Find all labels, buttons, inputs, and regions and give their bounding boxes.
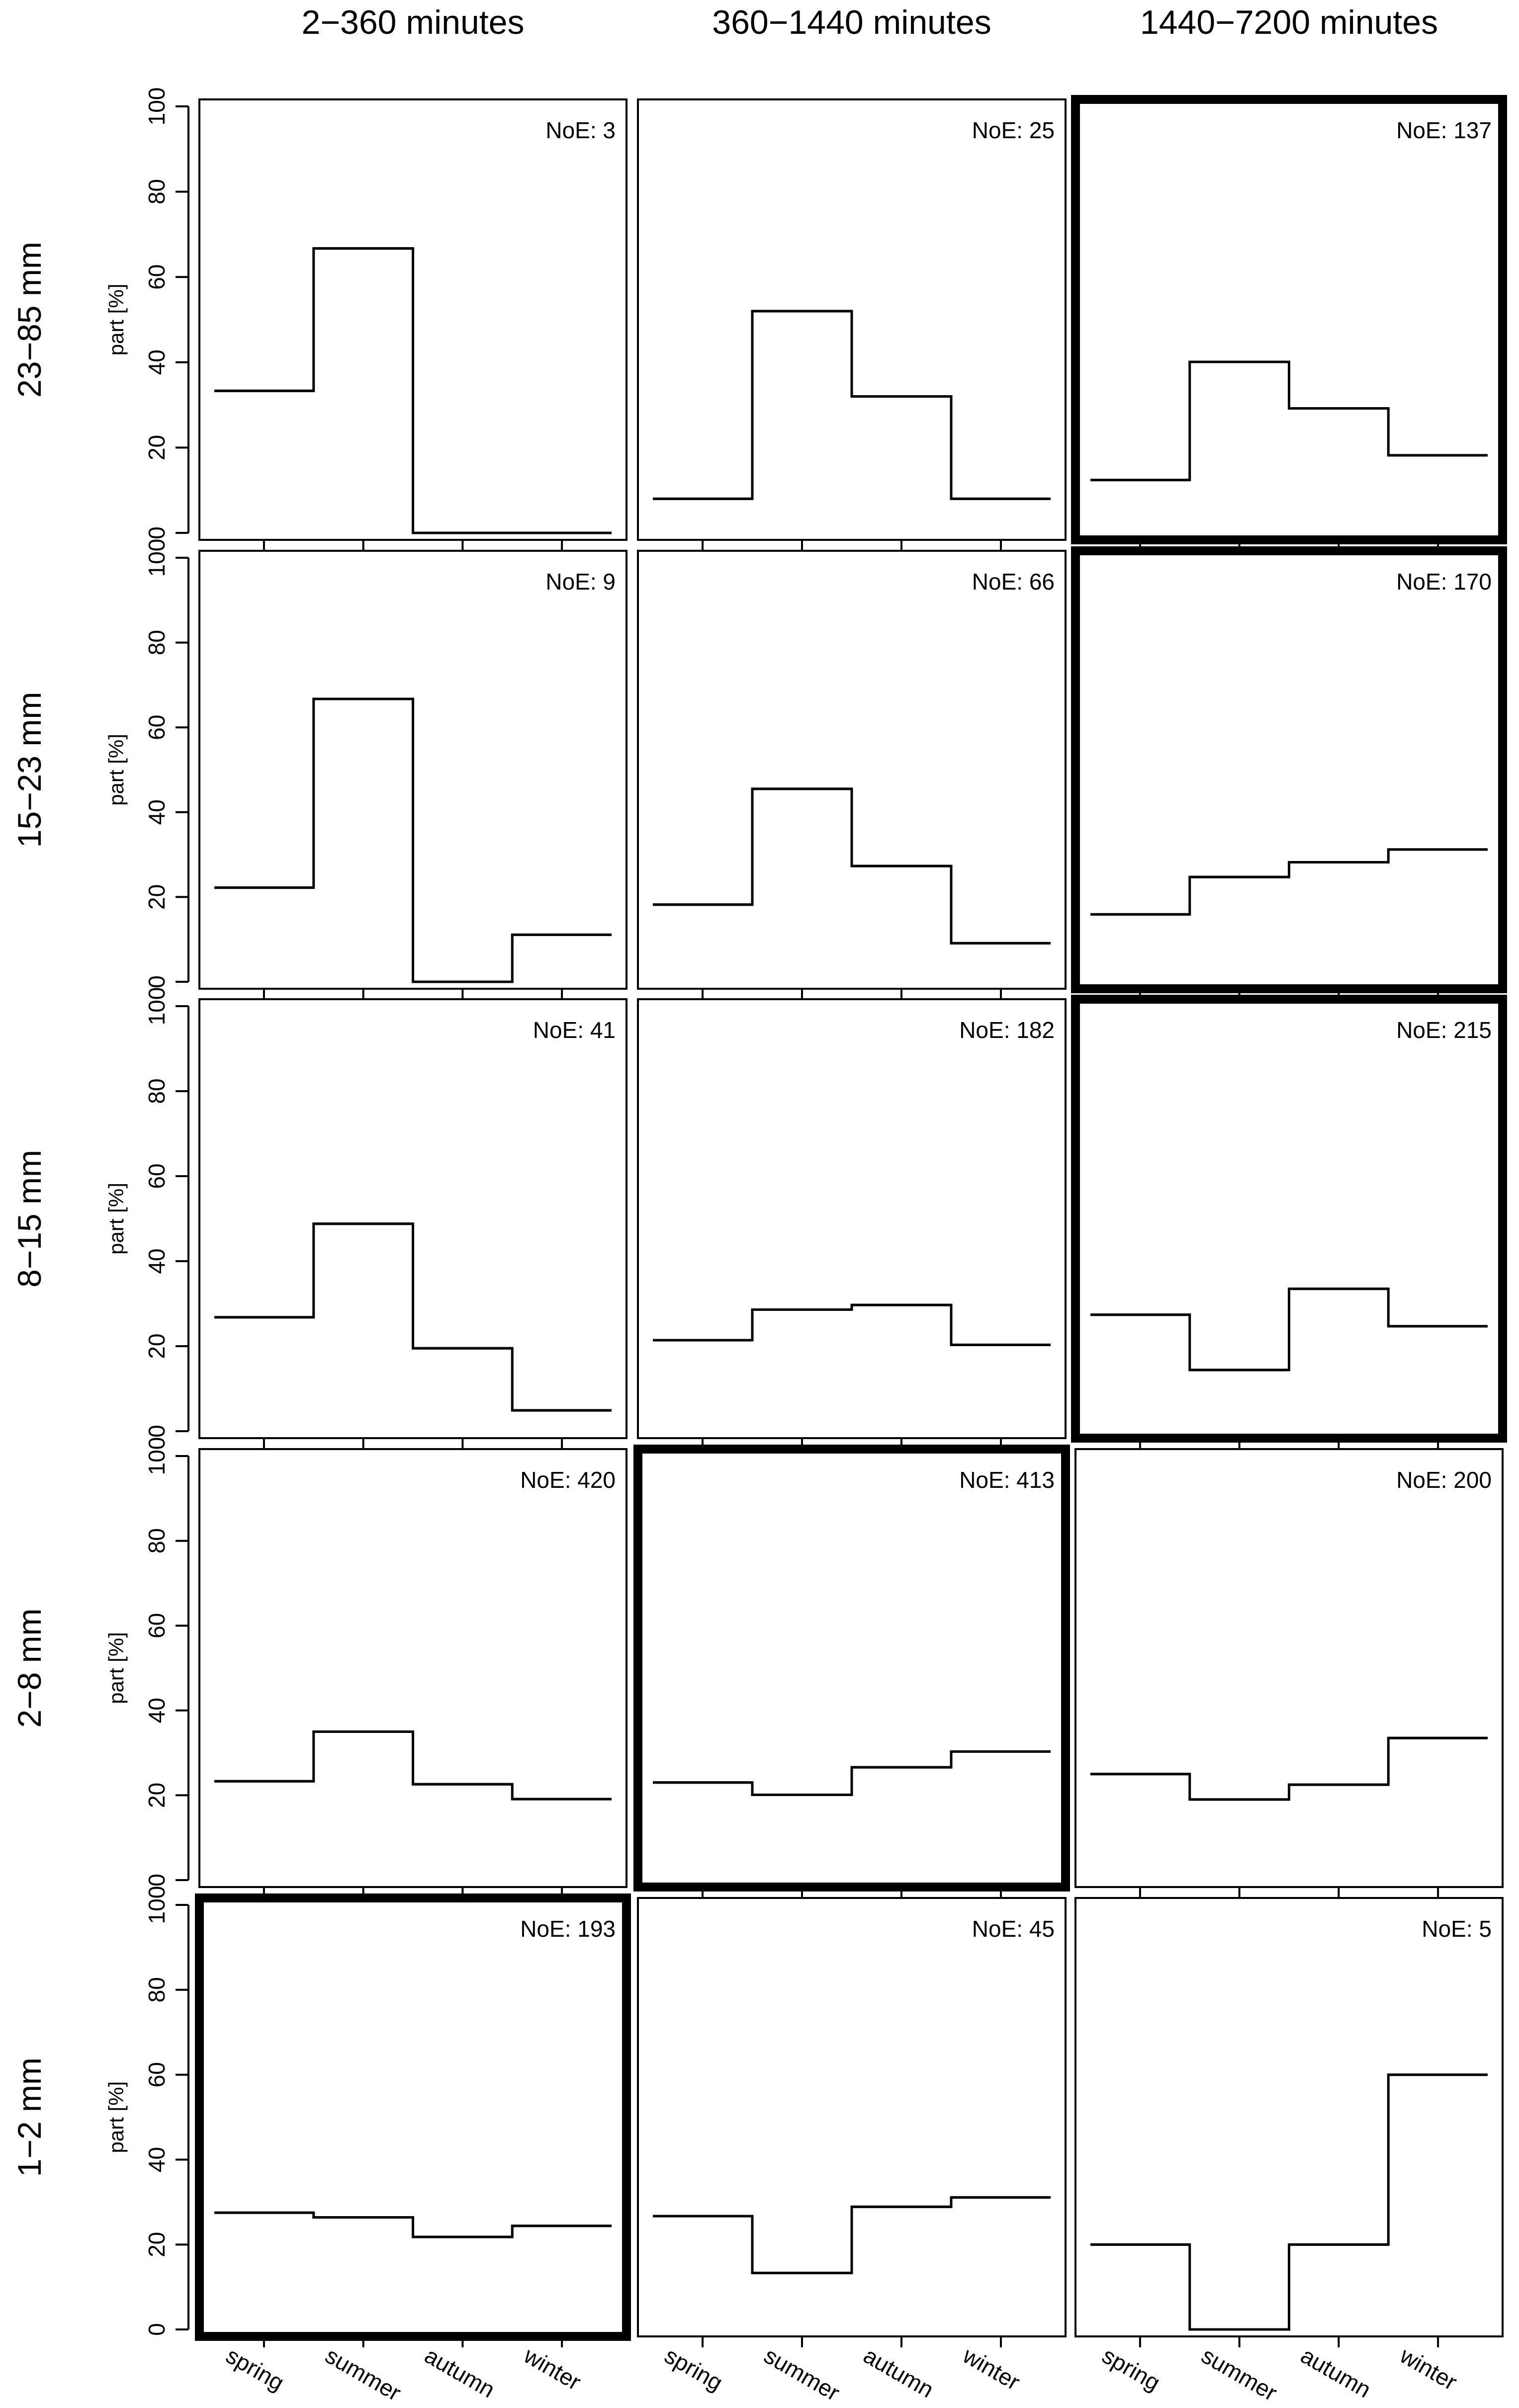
y-tick-label: 100 xyxy=(144,1437,170,1475)
y-tick-label: 20 xyxy=(144,1783,170,1808)
x-tick-label: autumn xyxy=(420,2342,499,2403)
row-title: 1−2 mm xyxy=(11,2058,48,2177)
panel-frame-highlighted xyxy=(633,1445,1070,1892)
y-axis-label: part [%] xyxy=(104,2081,128,2153)
y-tick-label: 80 xyxy=(144,1977,170,2002)
noe-label: NoE: 45 xyxy=(972,1916,1055,1942)
step-series-line xyxy=(653,1303,1051,1346)
noe-label: NoE: 193 xyxy=(520,1916,616,1942)
panel-frame-highlighted xyxy=(1071,95,1507,544)
noe-label: NoE: 182 xyxy=(959,1017,1055,1043)
y-tick-label: 20 xyxy=(144,2232,170,2257)
panel-frame xyxy=(198,1448,627,1888)
step-series-line xyxy=(653,2196,1051,2274)
y-tick-label: 40 xyxy=(144,1698,170,1723)
y-tick-label: 40 xyxy=(144,799,170,825)
y-tick-label: 20 xyxy=(144,435,170,460)
y-axis-label: part [%] xyxy=(104,284,128,356)
panel-frame-highlighted xyxy=(1071,995,1507,1443)
step-series-line xyxy=(653,1750,1051,1797)
y-tick-label: 80 xyxy=(144,1078,170,1104)
x-tick-label: summer xyxy=(1197,2342,1282,2406)
row-title: 23−85 mm xyxy=(11,242,48,398)
panel-frame xyxy=(637,998,1067,1439)
step-series-line xyxy=(1090,1288,1488,1372)
row-title: 8−15 mm xyxy=(11,1150,48,1288)
panel-frame xyxy=(637,550,1067,990)
y-tick-label: 20 xyxy=(144,1333,170,1359)
x-tick-label: winter xyxy=(958,2342,1024,2395)
step-series-line xyxy=(653,310,1051,500)
y-tick-label: 0 xyxy=(144,2323,170,2336)
y-tick-label: 40 xyxy=(144,2147,170,2172)
noe-label: NoE: 137 xyxy=(1396,117,1492,143)
y-tick-label: 0 xyxy=(144,526,170,539)
x-tick-label: winter xyxy=(519,2342,585,2395)
row-title: 2−8 mm xyxy=(11,1608,48,1727)
y-axis-label: part [%] xyxy=(104,1632,128,1704)
x-tick-label: spring xyxy=(660,2342,727,2396)
noe-label: NoE: 5 xyxy=(1422,1916,1492,1942)
y-tick-label: 0 xyxy=(144,1425,170,1438)
y-tick-label: 0 xyxy=(144,975,170,988)
noe-label: NoE: 215 xyxy=(1396,1017,1492,1043)
panel-frame-highlighted xyxy=(1071,546,1507,993)
x-tick-label: winter xyxy=(1395,2342,1461,2395)
y-tick-label: 60 xyxy=(144,1613,170,1638)
panel-frame xyxy=(198,998,627,1439)
y-tick-label: 40 xyxy=(144,1248,170,1274)
x-tick-label: autumn xyxy=(1296,2342,1375,2403)
noe-label: NoE: 9 xyxy=(545,569,616,595)
panel-frame xyxy=(198,98,627,541)
step-series-line xyxy=(653,787,1051,945)
step-series-line xyxy=(1090,848,1488,916)
noe-label: NoE: 170 xyxy=(1396,569,1492,595)
y-tick-label: 100 xyxy=(144,539,170,577)
step-series-line xyxy=(214,697,612,983)
y-tick-label: 60 xyxy=(144,715,170,740)
noe-label: NoE: 420 xyxy=(520,1467,616,1493)
noe-label: NoE: 66 xyxy=(972,569,1055,595)
y-tick-label: 100 xyxy=(144,987,170,1026)
column-title: 1440−7200 minutes xyxy=(1140,3,1438,41)
panel-frame-highlighted xyxy=(195,1893,631,2341)
x-tick-label: autumn xyxy=(859,2342,938,2403)
row-title: 15−23 mm xyxy=(11,692,48,848)
y-tick-label: 20 xyxy=(144,884,170,910)
x-tick-label: summer xyxy=(321,2342,406,2406)
column-title: 2−360 minutes xyxy=(302,3,525,41)
y-tick-label: 40 xyxy=(144,349,170,375)
step-series-line xyxy=(1090,1736,1488,1801)
y-tick-label: 80 xyxy=(144,630,170,655)
y-tick-label: 80 xyxy=(144,1528,170,1553)
x-tick-label: summer xyxy=(760,2342,844,2406)
y-tick-label: 60 xyxy=(144,264,170,290)
panel-frame xyxy=(637,98,1067,541)
step-series-line xyxy=(1090,2073,1488,2331)
y-tick-label: 100 xyxy=(144,87,170,126)
panel-frame xyxy=(1074,1897,1504,2337)
y-axis-label: part [%] xyxy=(104,1183,128,1255)
x-tick-label: spring xyxy=(1098,2342,1165,2396)
noe-label: NoE: 200 xyxy=(1396,1467,1492,1493)
noe-label: NoE: 3 xyxy=(545,117,616,143)
panel-frame xyxy=(198,550,627,990)
y-tick-label: 60 xyxy=(144,1163,170,1189)
noe-label: NoE: 25 xyxy=(972,117,1055,143)
step-series-line xyxy=(1090,360,1488,482)
noe-label: NoE: 413 xyxy=(959,1467,1055,1493)
y-tick-label: 80 xyxy=(144,179,170,204)
y-tick-label: 0 xyxy=(144,1874,170,1887)
y-tick-label: 60 xyxy=(144,2062,170,2087)
y-tick-label: 100 xyxy=(144,1886,170,1924)
step-series-line xyxy=(214,1730,612,1801)
column-title: 360−1440 minutes xyxy=(712,3,991,41)
panel-frame xyxy=(1074,1448,1504,1888)
step-series-line xyxy=(214,1222,612,1412)
panel-frame xyxy=(637,1897,1067,2337)
noe-label: NoE: 41 xyxy=(533,1017,616,1043)
x-tick-label: spring xyxy=(222,2342,289,2396)
y-axis-label: part [%] xyxy=(104,734,128,806)
